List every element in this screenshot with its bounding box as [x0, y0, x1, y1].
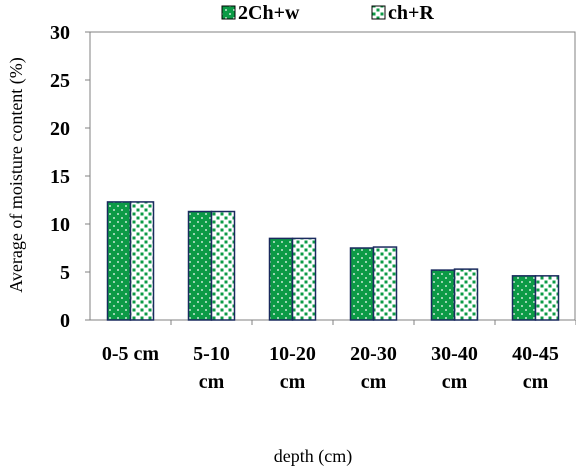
y-tick-labels: 0 5 10 15 20 25 30	[50, 22, 70, 332]
bar-chr-3	[372, 246, 398, 321]
y-tick-label: 25	[50, 70, 70, 92]
x-axis-title: depth (cm)	[274, 446, 352, 467]
x-tick-label: cm	[523, 371, 549, 393]
plot-frame	[89, 31, 576, 321]
x-tick-label: 20-30	[350, 343, 397, 365]
bar-2chw-5	[511, 275, 537, 321]
x-tick-label: 40-45	[512, 343, 559, 365]
x-tick-label: cm	[442, 371, 468, 393]
y-tick-label: 15	[50, 166, 70, 188]
bar-chr-5	[534, 275, 560, 321]
y-tick-label: 20	[50, 118, 70, 140]
bar-2chw-3	[349, 247, 375, 321]
x-tick-labels: 0-5 cm 5-10 cm 10-20 cm 20-30 cm 30-40 cm 40-45 cm	[102, 343, 559, 393]
y-tick-label: 30	[50, 22, 70, 44]
x-tick-label: cm	[361, 371, 387, 393]
plot-area	[85, 31, 576, 325]
x-tick-label: 10-20	[269, 343, 316, 365]
legend: 2Ch+w ch+R	[221, 2, 434, 24]
x-tick-label: 5-10	[193, 343, 230, 365]
y-tick-label: 10	[50, 214, 70, 236]
x-tick-label: 30-40	[431, 343, 478, 365]
legend-swatch-chr	[371, 5, 386, 20]
x-tick-label: cm	[280, 371, 306, 393]
bar-2chw-4	[430, 269, 456, 321]
bar-2chw-1	[187, 210, 213, 321]
y-tick-label: 5	[60, 262, 70, 284]
bar-2chw-0	[106, 201, 132, 321]
legend-swatch-2chw	[221, 5, 236, 20]
y-axis-title: Average of moisture content (%)	[6, 57, 27, 293]
x-tick-label: cm	[199, 371, 225, 393]
bar-chr-2	[291, 237, 317, 321]
legend-label-chr: ch+R	[388, 2, 434, 24]
legend-label-2chw: 2Ch+w	[238, 2, 300, 24]
bar-chr-1	[210, 210, 236, 321]
y-tick-label: 0	[60, 310, 70, 332]
x-tick-label: 0-5 cm	[102, 343, 160, 365]
bar-chr-4	[453, 268, 479, 321]
bar-2chw-2	[268, 237, 294, 321]
bar-chr-0	[129, 201, 155, 321]
